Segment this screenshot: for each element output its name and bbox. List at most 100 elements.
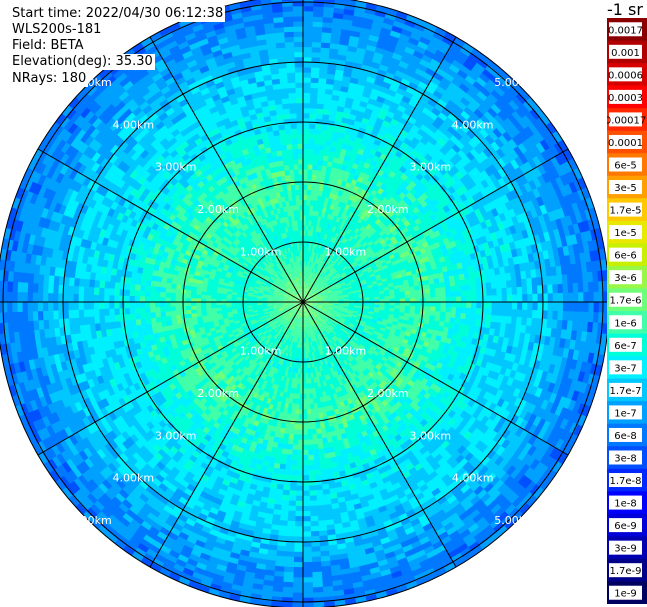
field-cell: [339, 90, 349, 98]
field-cell: [341, 219, 347, 226]
field-cell: [303, 117, 311, 124]
field-cell: [373, 258, 381, 264]
field-cell: [527, 190, 537, 202]
field-cell: [378, 269, 386, 275]
field-cell: [304, 286, 307, 292]
field-cell: [379, 107, 390, 116]
field-cell: [390, 79, 402, 89]
field-cell: [467, 70, 481, 82]
field-cell: [327, 258, 332, 265]
field-cell: [394, 108, 405, 118]
field-cell: [306, 271, 309, 277]
field-cell: [370, 263, 377, 269]
field-cell: [443, 54, 456, 65]
field-cell: [446, 67, 459, 79]
field-cell: [323, 98, 333, 106]
field-cell: [477, 104, 489, 116]
field-cell: [331, 209, 337, 216]
field-cell: [490, 117, 502, 129]
field-cell: [336, 286, 342, 290]
field-cell: [532, 119, 544, 133]
field-cell: [438, 80, 450, 92]
field-cell: [334, 232, 340, 240]
field-cell: [366, 265, 373, 271]
field-cell: [537, 214, 547, 226]
field-cell: [554, 187, 565, 200]
field-cell: [323, 282, 329, 288]
field-cell: [312, 16, 325, 23]
field-cell: [315, 236, 320, 243]
field-cell: [325, 228, 330, 235]
field-cell: [335, 245, 341, 252]
field-cell: [325, 269, 330, 275]
field-cell: [327, 280, 334, 285]
field-cell: [329, 241, 335, 249]
field-cell: [328, 176, 335, 184]
field-cell: [334, 257, 340, 264]
field-cell: [453, 36, 467, 48]
field-cell: [303, 189, 308, 195]
field-cell: [331, 268, 337, 274]
field-cell: [373, 51, 385, 60]
field-cell: [305, 219, 310, 226]
field-cell: [332, 89, 342, 97]
field-cell: [308, 282, 311, 288]
field-cell: [315, 123, 323, 130]
field-cell: [333, 79, 343, 87]
field-cell: [404, 46, 417, 56]
field-cell: [361, 241, 369, 248]
field-cell: [337, 100, 347, 108]
field-cell: [351, 271, 358, 276]
field-cell: [381, 54, 394, 63]
field-cell: [539, 204, 549, 216]
field-cell: [478, 72, 492, 84]
field-cell: [345, 233, 352, 241]
field-cell: [340, 283, 347, 287]
field-cell: [505, 161, 516, 174]
field-cell: [471, 302, 477, 309]
field-cell: [446, 99, 458, 110]
field-cell: [314, 251, 318, 258]
field-cell: [342, 265, 348, 271]
field-cell: [306, 287, 309, 293]
field-cell: [375, 261, 382, 267]
field-cell: [316, 242, 321, 249]
field-cell: [344, 279, 351, 284]
field-cell: [334, 250, 340, 257]
field-cell: [466, 88, 478, 100]
field-cell: [419, 35, 432, 46]
field-cell: [340, 284, 347, 289]
field-cell: [320, 243, 325, 250]
field-cell: [393, 47, 406, 57]
field-cell: [390, 185, 399, 193]
field-cell: [402, 50, 415, 61]
field-cell: [303, 56, 313, 63]
field-cell: [406, 41, 419, 51]
field-cell: [421, 53, 434, 64]
field-cell: [331, 135, 339, 143]
field-cell: [332, 231, 338, 238]
field-cell: [440, 76, 453, 87]
field-cell: [303, 36, 314, 43]
field-cell: [341, 143, 349, 151]
field-cell: [327, 272, 333, 278]
field-cell: [361, 249, 368, 256]
field-cell: [417, 98, 429, 108]
field-cell: [415, 17, 429, 28]
field-cell: [501, 194, 511, 205]
field-cell: [311, 261, 315, 268]
field-cell: [307, 298, 314, 301]
field-cell: [336, 222, 342, 229]
field-cell: [410, 54, 423, 65]
field-cell: [335, 258, 342, 265]
field-cell: [343, 277, 350, 282]
field-cell: [303, 194, 308, 201]
field-cell: [528, 122, 540, 136]
field-cell: [497, 167, 508, 179]
field-cell: [309, 290, 315, 295]
field-cell: [380, 261, 388, 268]
field-cell: [358, 272, 365, 278]
field-cell: [316, 97, 326, 105]
field-cell: [480, 179, 490, 190]
field-cell: [320, 271, 325, 278]
